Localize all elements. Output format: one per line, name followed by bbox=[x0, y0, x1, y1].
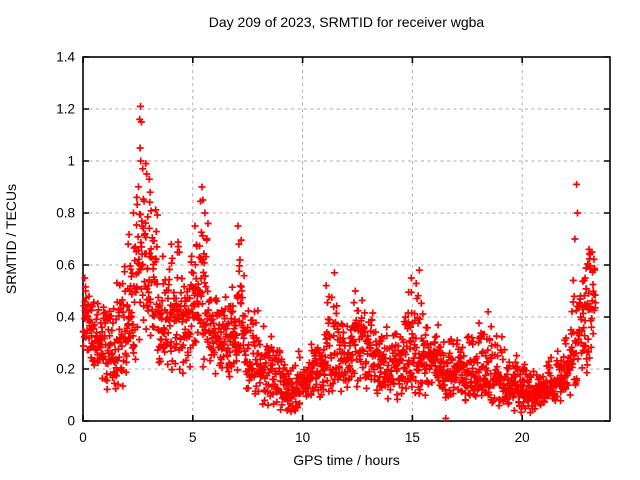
svg-text:5: 5 bbox=[189, 430, 197, 445]
plot-border bbox=[82, 56, 611, 422]
svg-text:0: 0 bbox=[79, 430, 87, 445]
data-points bbox=[79, 102, 599, 422]
svg-text:10: 10 bbox=[295, 430, 310, 445]
svg-text:0.6: 0.6 bbox=[56, 258, 75, 273]
svg-text:0: 0 bbox=[67, 414, 75, 429]
svg-text:20: 20 bbox=[515, 430, 530, 445]
svg-text:0.8: 0.8 bbox=[56, 206, 75, 221]
svg-text:1.2: 1.2 bbox=[56, 102, 75, 117]
svg-text:15: 15 bbox=[405, 430, 420, 445]
chart-title: Day 209 of 2023, SRMTID for receiver wgb… bbox=[208, 14, 485, 30]
svg-text:0.4: 0.4 bbox=[56, 310, 75, 325]
svg-text:1: 1 bbox=[67, 154, 75, 169]
x-axis-label: GPS time / hours bbox=[293, 452, 400, 468]
x-tick-labels: 0 5 10 15 20 bbox=[79, 430, 529, 445]
gridlines bbox=[83, 57, 610, 421]
svg-text:0.2: 0.2 bbox=[56, 362, 75, 377]
svg-text:1.4: 1.4 bbox=[56, 50, 75, 65]
y-tick-labels: 0 0.2 0.4 0.6 0.8 1 1.2 1.4 bbox=[56, 50, 75, 429]
